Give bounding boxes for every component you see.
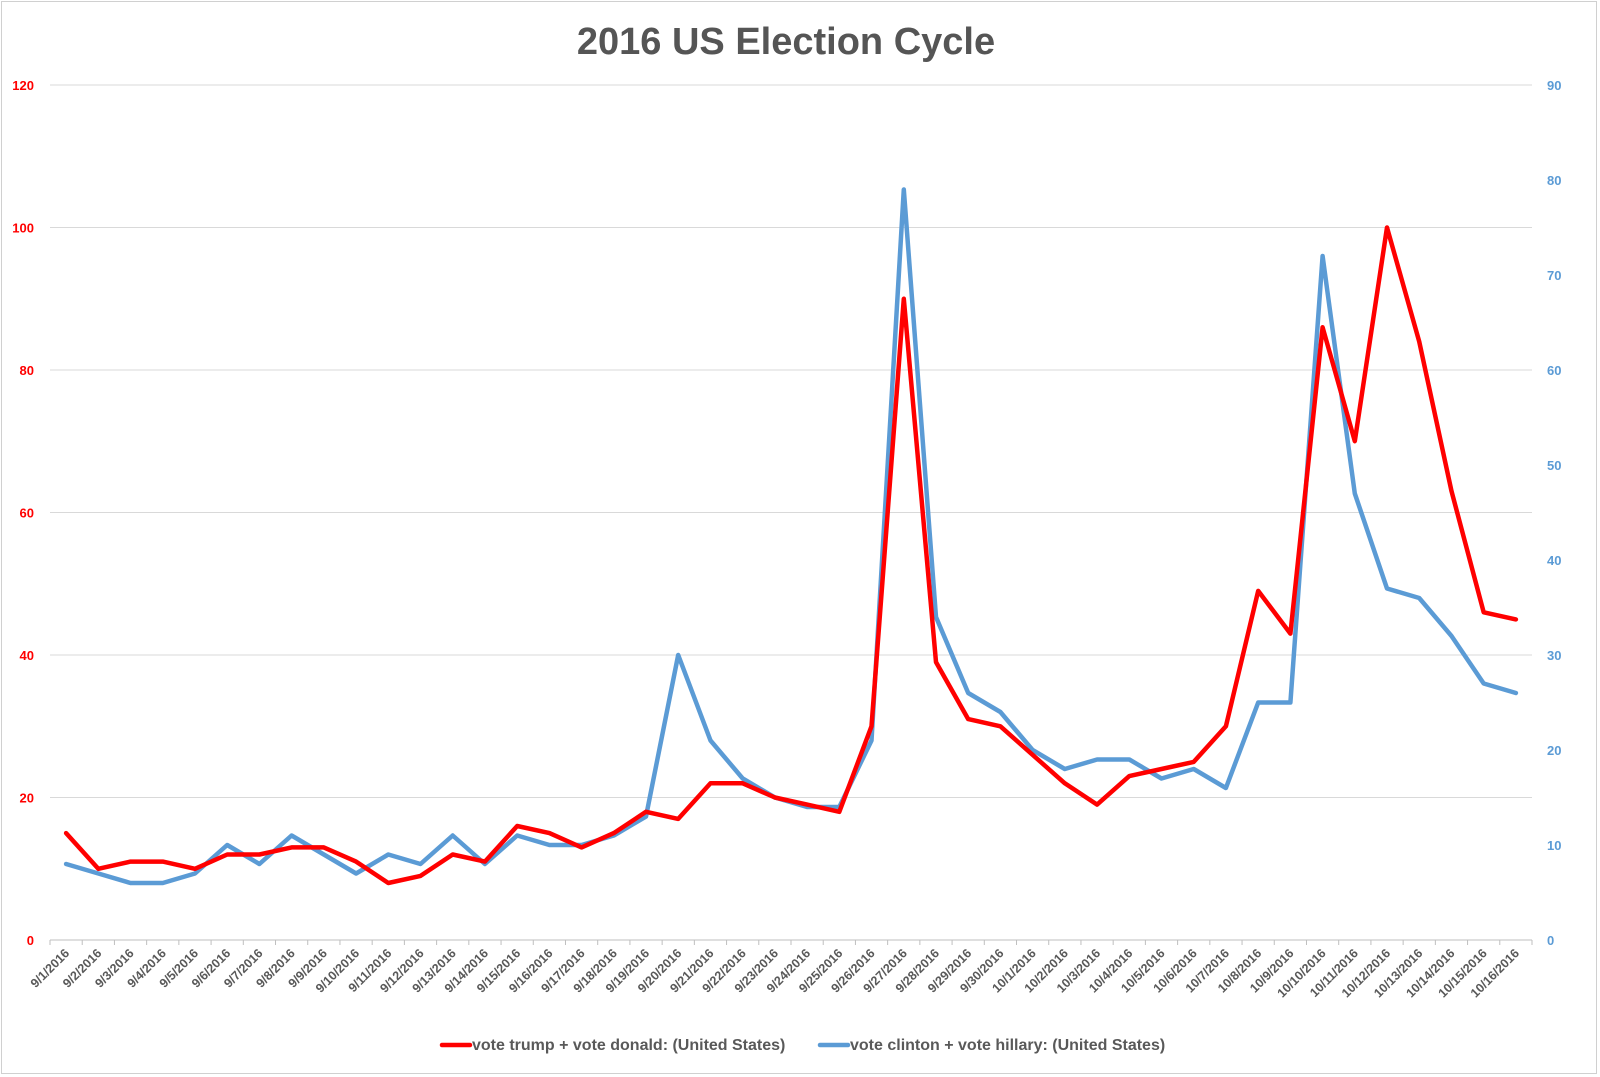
gridlines: [50, 84, 1532, 941]
legend: vote trump + vote donald: (United States…: [439, 1037, 1165, 1054]
right-axis-ticks: 0 10 20 30 40 50 60 70 80 90: [1547, 78, 1561, 948]
right-tick-label: 10: [1547, 838, 1561, 853]
right-tick-label: 0: [1547, 933, 1554, 948]
right-tick-label: 60: [1547, 363, 1561, 378]
legend-label: vote trump + vote donald: (United States…: [472, 1037, 785, 1054]
right-tick-label: 40: [1547, 553, 1561, 568]
right-tick-label: 80: [1547, 173, 1561, 188]
left-tick-label: 20: [20, 791, 34, 806]
left-tick-label: 120: [12, 78, 34, 93]
left-tick-label: 100: [12, 221, 34, 236]
right-tick-label: 30: [1547, 648, 1561, 663]
series-lines: [63, 187, 1519, 886]
legend-label: vote clinton + vote hillary: (United Sta…: [850, 1037, 1165, 1054]
left-tick-label: 40: [20, 648, 34, 663]
trump-series-line: [63, 225, 1519, 886]
right-tick-label: 20: [1547, 743, 1561, 758]
chart-title: 2016 US Election Cycle: [577, 21, 995, 63]
x-axis-ticks: 9/1/20169/2/20169/3/20169/4/20169/5/2016…: [28, 940, 1533, 1000]
left-axis-ticks: 0 20 40 60 80 100 120: [12, 78, 34, 948]
right-tick-label: 50: [1547, 458, 1561, 473]
left-tick-label: 60: [20, 506, 34, 521]
right-tick-label: 70: [1547, 268, 1561, 283]
left-tick-label: 80: [20, 363, 34, 378]
left-tick-label: 0: [27, 933, 34, 948]
right-tick-label: 90: [1547, 78, 1561, 93]
